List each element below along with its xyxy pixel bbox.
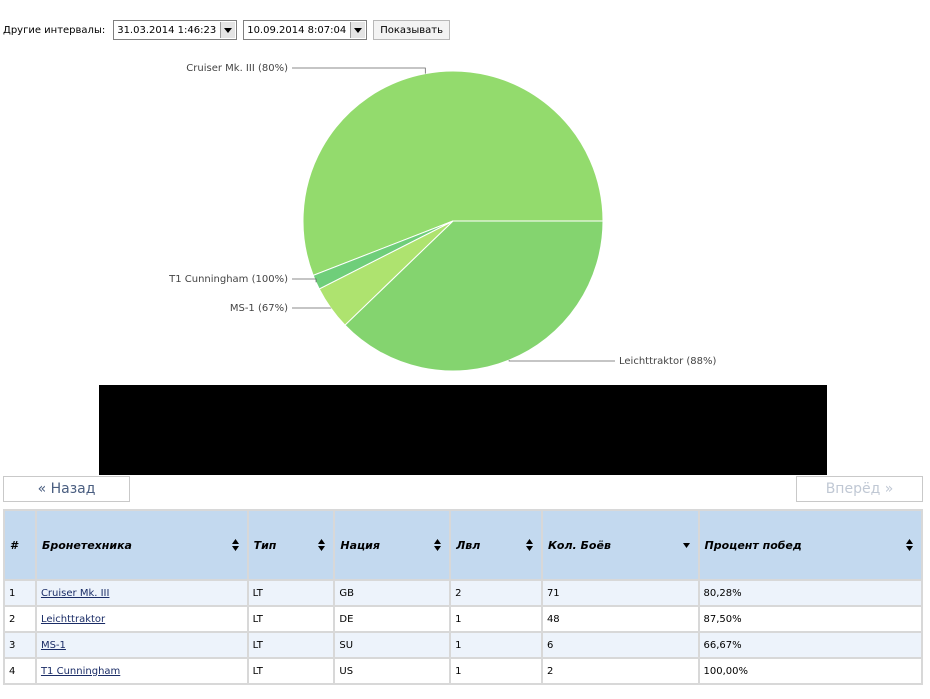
sort-both-icon[interactable] — [434, 539, 442, 551]
table-header-row: # Бронетехника Тип Нация Лвл Кол. Боёв П… — [3, 509, 924, 581]
sort-both-icon[interactable] — [525, 539, 533, 551]
date-to-input[interactable] — [244, 21, 348, 39]
cell-nation: GB — [333, 579, 452, 607]
cell-winrate: 80,28% — [697, 579, 924, 607]
cell-nation: SU — [333, 631, 452, 659]
cell-type: LT — [246, 579, 336, 607]
date-from-input[interactable] — [114, 21, 218, 39]
cell-vehicle: Cruiser Mk. III — [34, 579, 249, 607]
vehicle-link[interactable]: Leichttraktor — [40, 613, 106, 625]
cell-number: 4 — [3, 657, 37, 685]
table-row: 1 Cruiser Mk. III LT GB 2 71 80,28% — [3, 579, 924, 607]
date-to-picker[interactable] — [243, 20, 368, 40]
cell-winrate: 100,00% — [697, 657, 924, 685]
sort-both-icon[interactable] — [318, 539, 326, 551]
back-button[interactable]: « Назад — [3, 476, 130, 502]
cell-number: 2 — [3, 605, 37, 633]
cell-winrate: 87,50% — [697, 605, 924, 633]
cell-level: 2 — [449, 579, 543, 607]
col-battles[interactable]: Кол. Боёв — [540, 509, 700, 581]
pie-label: Cruiser Mk. III (80%) — [186, 63, 288, 74]
forward-button: Вперёд » — [796, 476, 923, 502]
pie-leader-line — [292, 67, 426, 74]
vehicle-link[interactable]: T1 Cunningham — [40, 665, 121, 677]
cell-nation: US — [333, 657, 452, 685]
vehicle-table: # Бронетехника Тип Нация Лвл Кол. Боёв П… — [3, 509, 924, 685]
cell-battles: 48 — [540, 605, 700, 633]
cell-winrate: 66,67% — [697, 631, 924, 659]
pie-leader-line — [292, 278, 317, 283]
cell-type: LT — [246, 657, 336, 685]
vehicle-link[interactable]: MS-1 — [40, 639, 66, 651]
col-type[interactable]: Тип — [246, 509, 336, 581]
cell-battles: 71 — [540, 579, 700, 607]
cell-level: 1 — [449, 657, 543, 685]
sort-desc-icon[interactable] — [682, 539, 690, 551]
cell-level: 1 — [449, 631, 543, 659]
col-vehicle[interactable]: Бронетехника — [34, 509, 249, 581]
cell-battles: 6 — [540, 631, 700, 659]
sort-both-icon[interactable] — [231, 539, 239, 551]
interval-label: Другие интервалы: — [3, 24, 106, 36]
pie-label: MS-1 (67%) — [230, 303, 288, 314]
vehicle-link[interactable]: Cruiser Mk. III — [40, 587, 110, 599]
show-button[interactable]: Показывать — [373, 20, 450, 40]
pie-slice — [312, 220, 454, 290]
pie-label: Leichttraktor (88%) — [619, 356, 716, 367]
table-row: 3 MS-1 LT SU 1 6 66,67% — [3, 631, 924, 659]
cell-number: 1 — [3, 579, 37, 607]
cell-vehicle: MS-1 — [34, 631, 249, 659]
dropdown-arrow-icon[interactable] — [220, 22, 236, 38]
table-row: 2 Leichttraktor LT DE 1 48 87,50% — [3, 605, 924, 633]
col-level[interactable]: Лвл — [449, 509, 543, 581]
cell-level: 1 — [449, 605, 543, 633]
cell-battles: 2 — [540, 657, 700, 685]
pie-slice — [344, 220, 604, 372]
sort-both-icon[interactable] — [906, 539, 913, 551]
col-nation[interactable]: Нация — [333, 509, 452, 581]
cell-vehicle: Leichttraktor — [34, 605, 249, 633]
pie-leader-line — [508, 360, 615, 362]
col-winrate[interactable]: Процент побед — [697, 509, 924, 581]
cell-vehicle: T1 Cunningham — [34, 657, 249, 685]
table-row: 4 T1 Cunningham LT US 1 2 100,00% — [3, 657, 924, 685]
cell-number: 3 — [3, 631, 37, 659]
interval-filter: Другие интервалы: Показывать — [3, 19, 450, 41]
cell-type: LT — [246, 631, 336, 659]
cell-nation: DE — [333, 605, 452, 633]
cell-type: LT — [246, 605, 336, 633]
dropdown-arrow-icon[interactable] — [350, 22, 366, 38]
col-number: # — [3, 509, 37, 581]
redacted-area — [99, 385, 827, 475]
pie-label: T1 Cunningham (100%) — [168, 274, 288, 285]
date-from-picker[interactable] — [113, 20, 238, 40]
pie-slice — [302, 70, 604, 277]
pie-chart: Cruiser Mk. III (80%) Leichttraktor (88%)… — [168, 63, 716, 372]
